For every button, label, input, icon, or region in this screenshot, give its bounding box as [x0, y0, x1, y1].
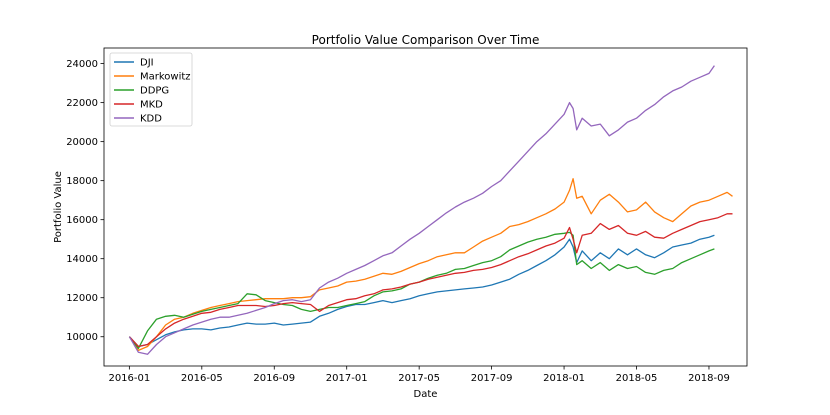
legend-label-mkd: MKD [140, 100, 163, 111]
legend-label-markowitz: Markowitz [140, 72, 191, 83]
x-tick-label: 2017-01 [326, 373, 368, 384]
legend-box [109, 52, 193, 127]
series-line-markowitz [128, 178, 733, 352]
x-tick-label: 2016-01 [108, 373, 150, 384]
series-line-dji [128, 234, 715, 348]
y-tick-label: 24000 [66, 59, 98, 70]
y-tick-label: 16000 [66, 215, 98, 226]
y-tick-label: 22000 [66, 98, 98, 109]
legend: DJI Markowitz DDPG MKD KDD [109, 52, 193, 127]
y-tick-label: 12000 [66, 293, 98, 304]
x-tick-label: 2016-05 [181, 373, 223, 384]
series-line-kdd [128, 65, 715, 355]
y-tick-label: 18000 [66, 176, 98, 187]
x-axis-title: Date [414, 389, 438, 400]
x-tick-label: 2017-09 [471, 373, 513, 384]
chart-title: Portfolio Value Comparison Over Time [312, 33, 540, 47]
x-tick-label: 2018-01 [543, 373, 585, 384]
x-axis: 2016-01 2016-05 2016-09 2017-01 2017-05 2017-… [108, 366, 730, 384]
plot-frame [103, 47, 748, 367]
legend-label-kdd: KDD [140, 114, 162, 125]
y-axis-title: Portfolio Value [53, 171, 64, 243]
x-tick-label: 2016-09 [253, 373, 295, 384]
y-tick-label: 10000 [66, 332, 98, 343]
x-tick-label: 2017-05 [398, 373, 440, 384]
legend-label-ddpg: DDPG [140, 86, 169, 97]
y-axis: 10000 12000 14000 16000 18000 20000 22000 24000 [66, 59, 104, 343]
legend-label-dji: DJI [140, 58, 154, 69]
series-line-mkd [128, 213, 733, 348]
y-tick-label: 14000 [66, 254, 98, 265]
y-tick-label: 20000 [66, 137, 98, 148]
series-line-ddpg [128, 231, 715, 350]
plot-lines [128, 65, 733, 355]
x-tick-label: 2018-05 [616, 373, 658, 384]
x-tick-label: 2018-09 [688, 373, 730, 384]
